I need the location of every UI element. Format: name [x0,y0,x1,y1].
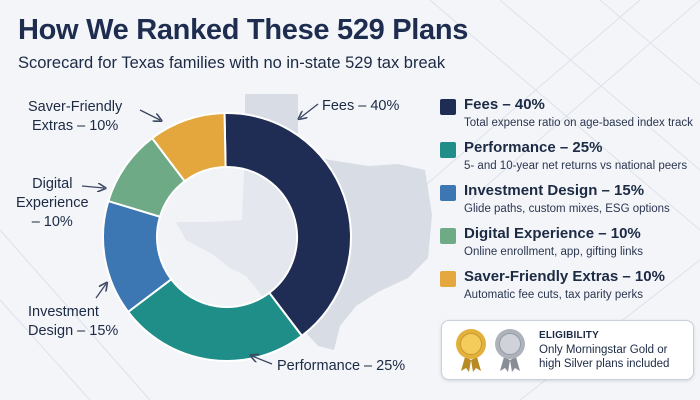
callout-line: Performance – 25% [277,358,406,374]
legend-description: Automatic fee cuts, tax parity perks [464,289,643,301]
eligibility-text: Only Morningstar Gold or high Silver pla… [539,344,670,370]
callout-line: Saver-Friendly [28,99,123,115]
callout-digital-experience: Digital Experience – 10% [16,175,89,232]
legend-description: 5- and 10-year net returns vs national p… [464,160,688,172]
donut-slice-fees [223,112,352,338]
callout-line: Design – 15% [28,323,119,339]
callout-performance: Performance – 25% [277,357,405,376]
callout-arrow-investment-design [95,284,106,299]
legend-description: Online enrollment, app, gifting links [464,246,643,258]
eligibility-title: ELIGIBILITY [539,330,599,341]
gold-medal-icon [456,329,486,372]
silver-medal-icon [495,329,525,372]
callout-arrow-saver-friendly-extras [139,109,160,120]
page-title: How We Ranked These 529 Plans [18,14,469,46]
legend-name: Performance – 25% [464,139,603,156]
callout-line: Investment [28,304,99,320]
legend-item-investment-design: Investment Design – 15% Glide paths, cus… [440,182,700,224]
legend-item-performance: Performance – 25% 5- and 10-year net ret… [440,139,700,181]
legend-item-saver-friendly-extras: Saver-Friendly Extras – 10% Automatic fe… [440,268,700,310]
legend-name: Fees – 40% [464,96,545,113]
page-subtitle: Scorecard for Texas families with no in-… [18,54,446,72]
legend-description: Total expense ratio on age-based index t… [464,117,693,129]
legend-name: Digital Experience – 10% [464,225,641,242]
legend-item-digital-experience: Digital Experience – 10% Online enrollme… [440,225,700,267]
callout-line: Experience [16,195,89,211]
callout-line: Extras – 10% [32,118,119,134]
donut-hole [158,168,296,306]
callout-line: Fees – 40% [322,98,400,114]
callout-arrow-digital-experience [81,186,104,188]
legend-swatch [440,99,456,115]
legend-item-fees: Fees – 40% Total expense ratio on age-ba… [440,96,700,138]
callout-saver-friendly-extras: Saver-Friendly Extras – 10% [28,98,122,136]
eligibility-card: ELIGIBILITY Only Morningstar Gold or hig… [441,320,694,380]
callout-arrow-fees [300,103,319,118]
callout-investment-design: Investment Design – 15% [28,303,118,341]
legend-swatch [440,228,456,244]
callout-arrow-performance [252,356,273,365]
legend-name: Investment Design – 15% [464,182,645,199]
legend: Fees – 40% Total expense ratio on age-ba… [440,96,700,311]
legend-swatch [440,185,456,201]
legend-swatch [440,271,456,287]
callout-line: – 10% [31,214,73,230]
donut-slice-saver-friendly-extras [150,112,227,183]
legend-name: Saver-Friendly Extras – 10% [464,268,665,285]
legend-swatch [440,142,456,158]
legend-description: Glide paths, custom mixes, ESG options [464,203,670,215]
callout-fees: Fees – 40% [322,97,399,116]
callout-line: Digital [32,176,73,192]
